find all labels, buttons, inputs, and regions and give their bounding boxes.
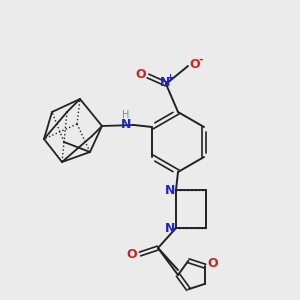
- Text: -: -: [199, 55, 203, 65]
- Text: O: O: [127, 248, 137, 260]
- Text: O: O: [190, 58, 200, 71]
- Text: +: +: [167, 74, 173, 82]
- Text: O: O: [208, 257, 218, 270]
- Text: N: N: [165, 184, 175, 196]
- Text: H: H: [122, 110, 130, 120]
- Text: N: N: [121, 118, 131, 130]
- Text: O: O: [136, 68, 146, 80]
- Text: N: N: [165, 221, 175, 235]
- Text: N: N: [160, 76, 170, 89]
